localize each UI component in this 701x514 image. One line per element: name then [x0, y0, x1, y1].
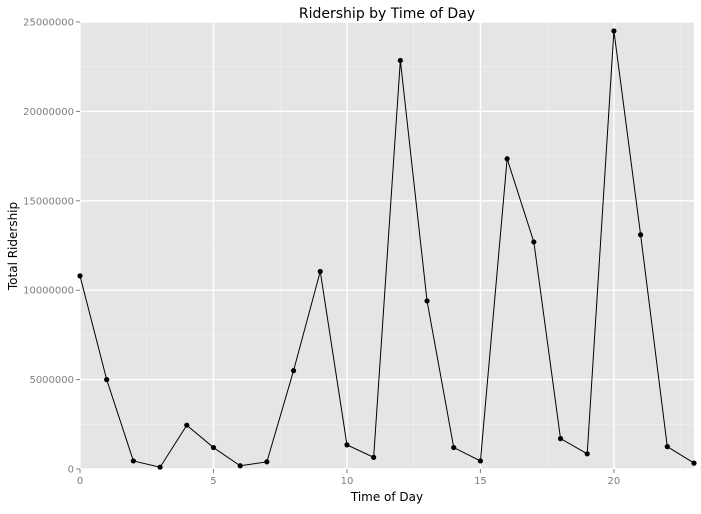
x-axis: 0 5 10 15 20 [77, 469, 620, 487]
data-point [130, 458, 136, 464]
series-layer [77, 28, 697, 470]
data-point [184, 422, 190, 428]
y-tick-label: 0 [68, 465, 74, 476]
data-point [691, 460, 697, 466]
data-point [397, 57, 403, 64]
y-tick-label: 5000000 [29, 375, 74, 386]
data-point [237, 463, 243, 469]
data-point [157, 464, 163, 470]
data-point [584, 451, 590, 457]
y-tick-label: 15000000 [23, 196, 74, 207]
data-point [611, 28, 617, 34]
x-tick-label: 15 [474, 476, 487, 487]
data-point [477, 458, 484, 464]
y-axis: 0 5000000 10000000 15000000 20000000 25000000 [23, 18, 80, 476]
y-tick-label: 25000000 [23, 18, 74, 29]
data-point [264, 459, 270, 465]
data-point [664, 444, 670, 450]
y-tick-label: 10000000 [23, 286, 74, 297]
chart-title: Ridership by Time of Day [299, 6, 475, 22]
data-point [210, 444, 217, 451]
x-axis-label: Time of Day [350, 490, 423, 504]
data-point [77, 273, 83, 279]
data-point [371, 454, 377, 460]
x-tick-label: 5 [210, 476, 216, 487]
data-point [557, 436, 564, 442]
x-tick-label: 0 [77, 476, 83, 487]
data-point [104, 377, 110, 383]
data-point [424, 298, 430, 304]
data-point [638, 232, 644, 238]
y-axis-label: Total Ridership [6, 202, 20, 291]
series-line [79, 30, 695, 468]
data-point [317, 268, 323, 275]
data-point [451, 444, 457, 451]
data-point [504, 156, 510, 162]
y-tick-label: 20000000 [23, 107, 74, 118]
x-tick-label: 20 [608, 476, 621, 487]
x-tick-label: 10 [341, 476, 354, 487]
data-point [290, 368, 297, 374]
minor-grid-lines [80, 22, 694, 469]
major-grid-lines [79, 21, 694, 470]
data-point [344, 442, 350, 448]
data-point [531, 239, 537, 245]
